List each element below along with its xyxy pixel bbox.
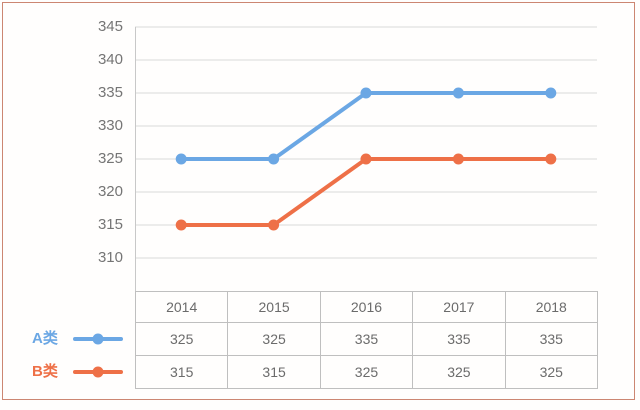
data-point-marker	[175, 153, 187, 165]
data-point-marker	[175, 219, 187, 231]
series-a-value-row: 325 325 335 335 335	[134, 322, 599, 356]
data-point-marker	[545, 153, 557, 165]
legend-item-b: B类	[32, 363, 123, 381]
y-axis-tick-label: 310	[97, 249, 123, 266]
y-axis-tick-label: 345	[97, 18, 123, 35]
value-cell: 325	[504, 355, 599, 389]
data-point-marker	[452, 153, 464, 165]
chart-data-table: 2014 2015 2016 2017 2018 325 325 335 335…	[134, 291, 599, 389]
y-axis-tick-label: 330	[97, 117, 123, 134]
year-header-cell: 2016	[319, 291, 414, 323]
year-header-cell: 2017	[412, 291, 506, 323]
legend-line-marker-icon	[73, 333, 123, 345]
y-axis-tick-label: 320	[97, 183, 123, 200]
year-header-cell: 2014	[134, 291, 229, 323]
y-axis-tick-label: 335	[97, 84, 123, 101]
value-cell: 315	[134, 355, 229, 389]
data-point-marker	[452, 87, 464, 99]
legend-label-b: B类	[32, 363, 58, 380]
data-point-marker	[268, 153, 280, 165]
legend-line-marker-icon	[73, 366, 123, 378]
year-header-cell: 2018	[504, 291, 599, 323]
legend-item-a: A类	[32, 330, 123, 348]
value-cell: 335	[412, 322, 506, 356]
series-b-value-row: 315 315 325 325 325	[134, 355, 599, 389]
y-axis-tick-label: 340	[97, 51, 123, 68]
data-point-marker	[545, 87, 557, 99]
year-header-row: 2014 2015 2016 2017 2018	[134, 291, 599, 323]
data-point-marker	[360, 153, 372, 165]
year-header-cell: 2015	[227, 291, 321, 323]
legend-label-a: A类	[32, 330, 58, 347]
value-cell: 335	[504, 322, 599, 356]
value-cell: 325	[227, 322, 321, 356]
value-cell: 335	[319, 322, 414, 356]
y-axis-tick-label: 325	[97, 150, 123, 167]
data-point-marker	[268, 219, 280, 231]
value-cell: 315	[227, 355, 321, 389]
y-axis-tick-label: 315	[97, 216, 123, 233]
data-point-marker	[360, 87, 372, 99]
value-cell: 325	[319, 355, 414, 389]
value-cell: 325	[412, 355, 506, 389]
value-cell: 325	[134, 322, 229, 356]
